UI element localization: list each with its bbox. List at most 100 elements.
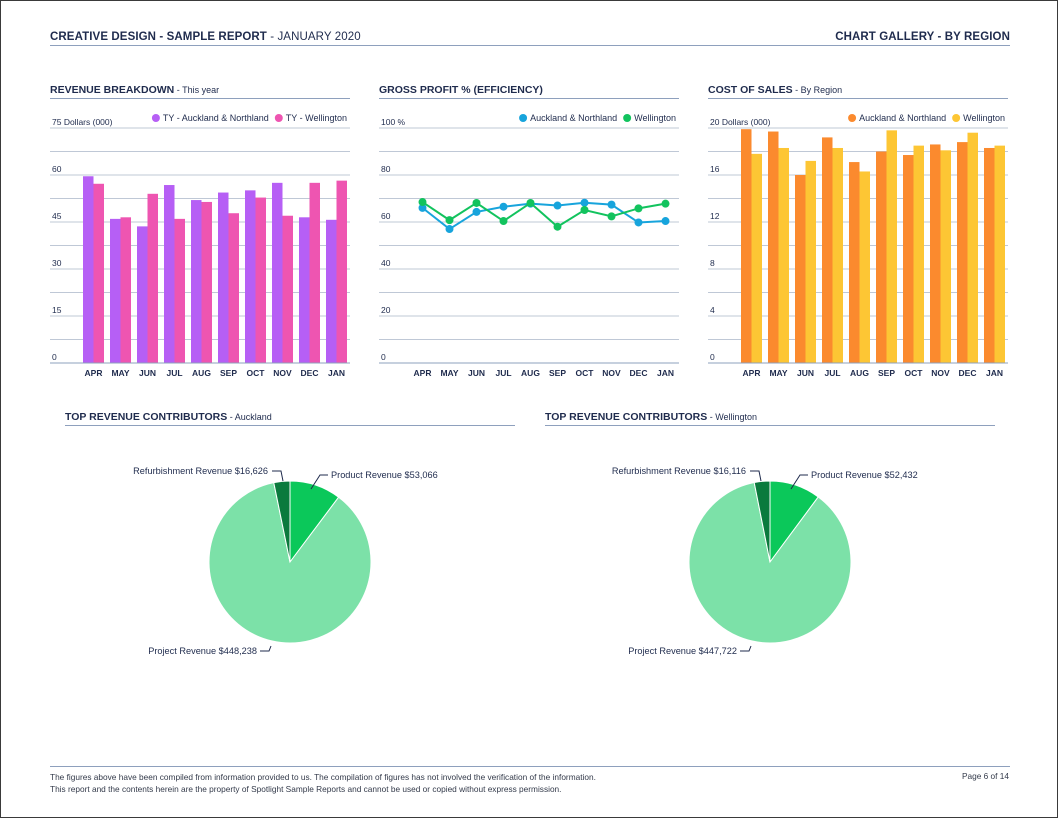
cost-bar xyxy=(832,147,843,363)
cost-y-tick-label: 0 xyxy=(710,352,715,362)
cost-bar xyxy=(930,144,941,363)
revenue-chart-subtitle: - This year xyxy=(174,85,220,95)
section-title: CHART GALLERY - BY REGION xyxy=(835,31,1010,43)
gross-chart-title-text: GROSS PROFIT % (EFFICIENCY) xyxy=(379,84,543,96)
gross-point xyxy=(661,217,670,226)
cost-bar xyxy=(768,131,779,363)
header-rule xyxy=(50,45,1010,46)
revenue-x-tick-label: OCT xyxy=(247,368,266,378)
revenue-bar xyxy=(245,190,256,363)
revenue-bar xyxy=(228,213,239,363)
pie_wellington-slice xyxy=(753,480,771,563)
cost-y-tick-label: 8 xyxy=(710,258,715,268)
gross-point xyxy=(634,204,643,213)
cost-bar xyxy=(903,155,914,363)
cost-x-tick-label: DEC xyxy=(959,368,977,378)
revenue-y-axis-label: 75 Dollars (000) xyxy=(52,117,113,127)
gross-x-tick-label: OCT xyxy=(576,368,595,378)
gross-legend-label: Wellington xyxy=(634,113,676,123)
gross-point xyxy=(499,202,508,211)
cost-legend-swatch xyxy=(952,114,961,122)
pie_wellington-slice-label: Project Revenue $447,722 xyxy=(628,646,737,656)
revenue-y-tick-label: 15 xyxy=(52,305,62,315)
gross-point xyxy=(607,200,616,209)
cost-chart-title: COST OF SALES - By Region xyxy=(708,84,842,96)
pie_wellington-leader-line xyxy=(750,470,762,482)
cost-x-tick-label: AUG xyxy=(850,368,869,378)
cost-bar xyxy=(849,162,860,363)
pie-auckland-subtitle: - Auckland xyxy=(227,412,272,422)
cost-x-tick-label: MAY xyxy=(769,368,787,378)
revenue-bar xyxy=(309,182,320,363)
cost-bar xyxy=(984,147,995,363)
cost-x-tick-label: JUL xyxy=(824,368,840,378)
revenue-legend-swatch xyxy=(151,114,160,122)
revenue-y-tick-label: 30 xyxy=(52,258,62,268)
pie_auckland-slice-label: Project Revenue $448,238 xyxy=(148,646,257,656)
gross-x-tick-label: APR xyxy=(414,368,432,378)
pie_auckland-leader-line xyxy=(272,470,284,482)
pie-wellington-subtitle: - Wellington xyxy=(707,412,758,422)
footer-line-1: The figures above have been compiled fro… xyxy=(50,772,596,782)
revenue-title-rule xyxy=(50,98,350,99)
gross-y-axis-label: 100 % xyxy=(381,117,406,127)
revenue-bar xyxy=(147,193,158,363)
cost-legend-label: Wellington xyxy=(963,113,1005,123)
revenue-bar xyxy=(218,192,229,363)
cost-bar xyxy=(751,153,762,363)
revenue-x-tick-label: AUG xyxy=(192,368,211,378)
gross-point xyxy=(472,198,481,207)
cost-bar xyxy=(940,150,951,363)
gross-legend-swatch xyxy=(519,114,528,122)
revenue-y-tick-label: 45 xyxy=(52,211,62,221)
cost-bar xyxy=(994,145,1005,363)
pie_auckland-slice xyxy=(208,482,372,644)
cost-bar xyxy=(795,175,806,363)
revenue-x-tick-label: MAY xyxy=(111,368,129,378)
cost-x-tick-label: JAN xyxy=(986,368,1003,378)
revenue-bar xyxy=(174,218,185,363)
revenue-bar xyxy=(191,200,202,363)
revenue-y-tick-label: 60 xyxy=(52,164,62,174)
cost-legend-swatch xyxy=(848,114,857,122)
cost-y-tick-label: 16 xyxy=(710,164,720,174)
pie_auckland-leader-line xyxy=(310,474,328,490)
cost-y-axis-label: 20 Dollars (000) xyxy=(710,117,771,127)
revenue-x-tick-label: JAN xyxy=(328,368,345,378)
gross-x-tick-label: DEC xyxy=(630,368,648,378)
revenue-bar xyxy=(326,219,337,363)
pie-auckland-title-text: TOP REVENUE CONTRIBUTORS xyxy=(65,411,228,423)
pie_wellington-leader-line xyxy=(790,474,808,490)
cost-bar xyxy=(967,132,978,363)
pie_wellington-slice-label: Refurbishment Revenue $16,116 xyxy=(612,466,746,476)
revenue-bar xyxy=(137,226,148,363)
pie-wellington-title-text: TOP REVENUE CONTRIBUTORS xyxy=(545,411,708,423)
pie_wellington-slice xyxy=(688,481,852,644)
revenue-x-tick-label: JUL xyxy=(166,368,182,378)
gross-point xyxy=(499,217,508,226)
gross-x-tick-label: MAY xyxy=(440,368,458,378)
gross-point xyxy=(418,198,427,207)
cost-bar xyxy=(741,129,752,363)
gross-point xyxy=(580,206,589,215)
revenue-bar xyxy=(164,185,175,363)
gross-chart-title: GROSS PROFIT % (EFFICIENCY) xyxy=(379,84,543,96)
gross-point xyxy=(472,207,481,216)
gross-x-tick-label: AUG xyxy=(521,368,540,378)
pie_wellington-leader-line xyxy=(740,645,752,652)
gross-x-tick-label: JUN xyxy=(468,368,485,378)
pie_wellington-slice-label: Product Revenue $52,432 xyxy=(811,470,918,480)
gross-x-tick-label: JAN xyxy=(657,368,674,378)
gross-point xyxy=(445,216,454,225)
cost-bar xyxy=(886,130,897,363)
cost-bar xyxy=(913,145,924,363)
report-header: CREATIVE DESIGN - SAMPLE REPORT - JANUAR… xyxy=(50,31,361,43)
pie-auckland-title-rule xyxy=(65,425,515,426)
gross-point xyxy=(553,201,562,210)
revenue-bar xyxy=(83,176,94,363)
cost-chart-subtitle: - By Region xyxy=(792,85,843,95)
